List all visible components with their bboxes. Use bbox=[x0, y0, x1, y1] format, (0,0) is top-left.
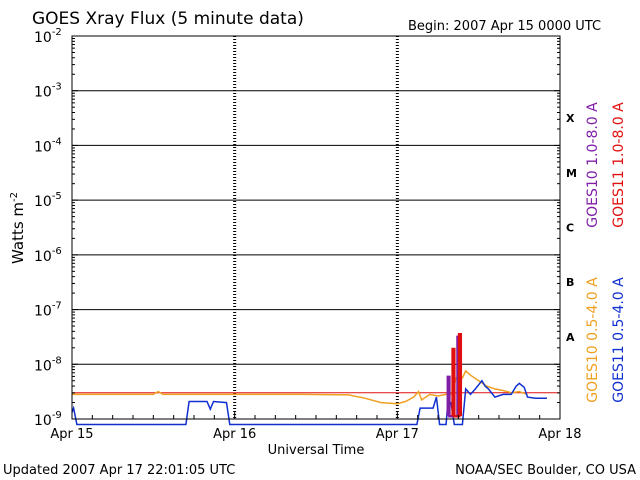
credit-label: NOAA/SEC Boulder, CO USA bbox=[455, 463, 636, 478]
x-tick-label: Apr 15 bbox=[50, 427, 93, 442]
y-axis-label-exponent: -2 bbox=[9, 192, 20, 202]
flare-class-a: A bbox=[566, 331, 575, 344]
y-tick-label: 10-6 bbox=[34, 246, 62, 265]
chart-title: GOES Xray Flux (5 minute data) bbox=[32, 9, 304, 29]
legend-label-goes10_short: GOES10 0.5-4.0 A bbox=[585, 277, 601, 403]
legend: GOES10 1.0-8.0 A GOES11 1.0-8.0 A GOES10 0… bbox=[585, 102, 627, 403]
series-line-goes10_short bbox=[72, 369, 528, 405]
x-tick-label: Apr 17 bbox=[376, 427, 419, 442]
y-tick-label: 10-2 bbox=[34, 27, 62, 46]
legend-entry: GOES10 0.5-4.0 A bbox=[585, 277, 601, 403]
begin-label: Begin: 2007 Apr 15 0000 UTC bbox=[408, 19, 601, 34]
legend-entry: GOES11 0.5-4.0 A bbox=[611, 277, 627, 403]
y-tick-label: 10-8 bbox=[34, 355, 62, 374]
legend-label-goes11_long: GOES11 1.0-8.0 A bbox=[611, 102, 627, 228]
x-tick-label: Apr 16 bbox=[213, 427, 256, 442]
legend-entry: GOES11 1.0-8.0 A bbox=[611, 102, 627, 228]
updated-label: Updated 2007 Apr 17 22:01:05 UTC bbox=[3, 463, 235, 478]
series-line-goes11_short bbox=[71, 379, 547, 426]
legend-entry: GOES10 1.0-8.0 A bbox=[585, 102, 601, 228]
y-tick-label: 10-4 bbox=[34, 136, 62, 155]
legend-label-goes10_long: GOES10 1.0-8.0 A bbox=[585, 102, 601, 228]
x-axis-label: Universal Time bbox=[268, 443, 365, 458]
series-line-goes11_long bbox=[451, 332, 463, 418]
flare-class-labels: A B C M X bbox=[566, 112, 577, 344]
series-lines bbox=[71, 332, 547, 426]
flare-class-b: B bbox=[566, 276, 574, 289]
plot-frame bbox=[71, 35, 561, 420]
flare-class-c: C bbox=[566, 222, 574, 235]
y-axis-label-base: Watts m bbox=[9, 202, 27, 264]
flare-class-x: X bbox=[566, 112, 575, 125]
x-axis-ticks: Apr 15 Apr 16 Apr 17 Apr 18 bbox=[50, 411, 582, 442]
flare-class-m: M bbox=[566, 167, 577, 180]
y-tick-label: 10-5 bbox=[34, 191, 62, 210]
y-tick-label: 10-9 bbox=[34, 410, 62, 429]
x-tick-label: Apr 18 bbox=[538, 427, 581, 442]
y-axis-label: Watts m-2 bbox=[9, 192, 27, 264]
y-tick-label: 10-3 bbox=[34, 82, 62, 101]
y-tick-label: 10-7 bbox=[34, 301, 62, 320]
y-axis-ticks: 10-9 10-8 10-7 10-6 10-5 10-4 10-3 10-2 bbox=[34, 27, 560, 429]
legend-label-goes11_short: GOES11 0.5-4.0 A bbox=[611, 277, 627, 403]
plot-grid bbox=[72, 36, 560, 419]
